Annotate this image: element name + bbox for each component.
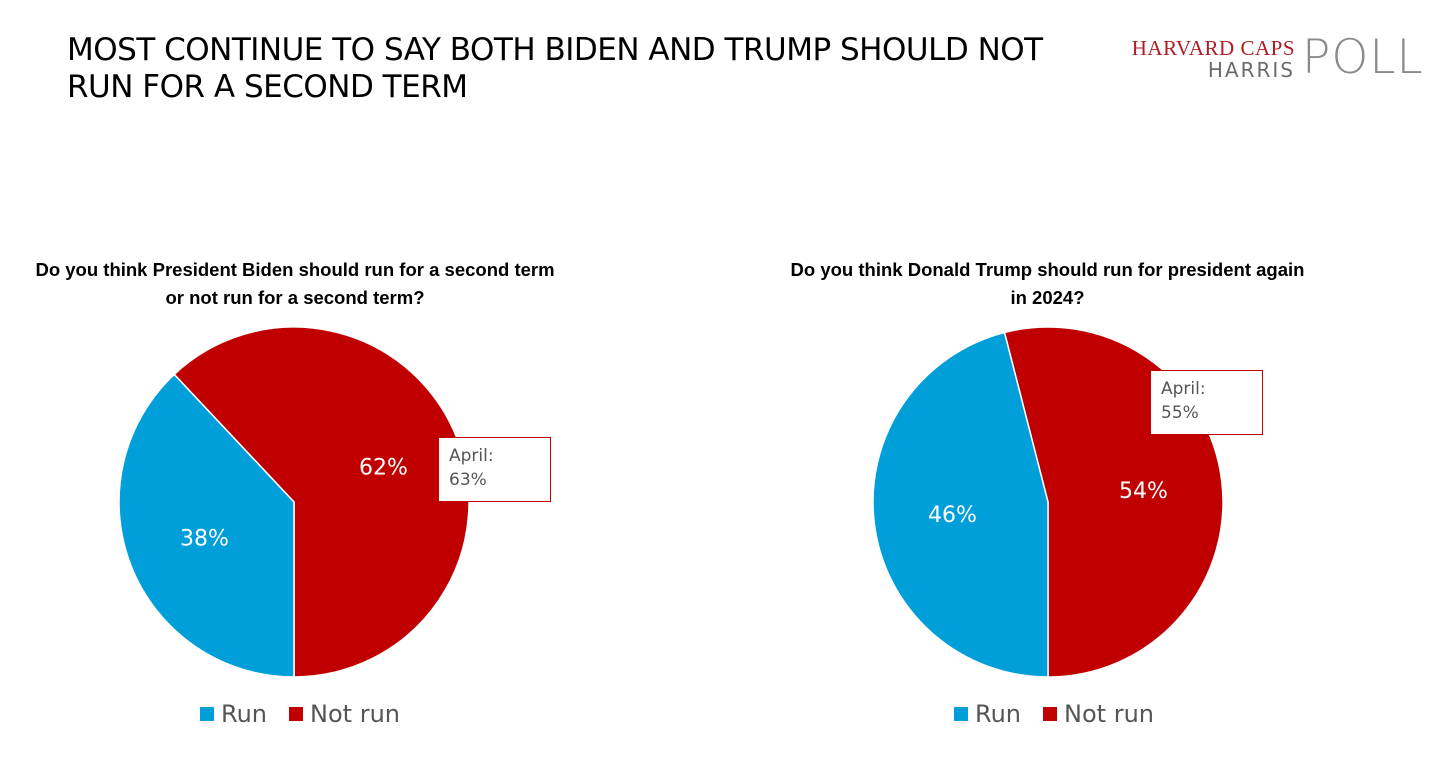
legend-swatch-run (200, 707, 214, 721)
legend-label-not-run: Not run (310, 700, 400, 728)
legend-item-run: Run (954, 700, 1021, 728)
biden-legend: Run Not run (200, 700, 422, 728)
legend-swatch-run (954, 707, 968, 721)
trump-slice-run (872, 331, 1049, 678)
legend-label-run: Run (975, 700, 1022, 728)
trump-label-not-run: 54% (1119, 479, 1168, 504)
legend-item-not-run: Not run (289, 700, 400, 728)
trump-question: Do you think Donald Trump should run for… (790, 259, 1305, 308)
logo-line-2: HARRIS (1207, 58, 1295, 82)
logo-poll: POLL (1302, 30, 1424, 85)
trump-legend: Run Not run (954, 700, 1176, 728)
biden-april-label: April: (449, 446, 494, 466)
legend-swatch-not-run (1043, 707, 1058, 721)
legend-item-not-run: Not run (1043, 700, 1154, 728)
biden-april-callout: April: 63% (438, 437, 551, 502)
biden-label-run: 38% (180, 526, 229, 551)
harvard-caps-harris-poll-logo: HARVARD CAPS HARRIS POLL (1132, 30, 1435, 90)
legend-label-not-run: Not run (1064, 700, 1154, 728)
trump-label-run: 46% (928, 503, 977, 528)
biden-april-value: 63% (449, 470, 487, 490)
biden-slice-run (118, 373, 295, 678)
trump-april-callout: April: 55% (1150, 370, 1263, 435)
legend-label-run: Run (221, 700, 268, 728)
biden-question: Do you think President Biden should run … (35, 259, 555, 308)
trump-april-value: 55% (1161, 403, 1199, 423)
logo-line-1: HARVARD CAPS (1131, 36, 1295, 60)
biden-label-not-run: 62% (359, 456, 408, 481)
legend-swatch-not-run (289, 707, 304, 721)
trump-april-label: April: (1161, 379, 1206, 399)
page-title: MOST CONTINUE TO SAY BOTH BIDEN AND TRUM… (67, 32, 1043, 105)
legend-item-run: Run (200, 700, 267, 728)
